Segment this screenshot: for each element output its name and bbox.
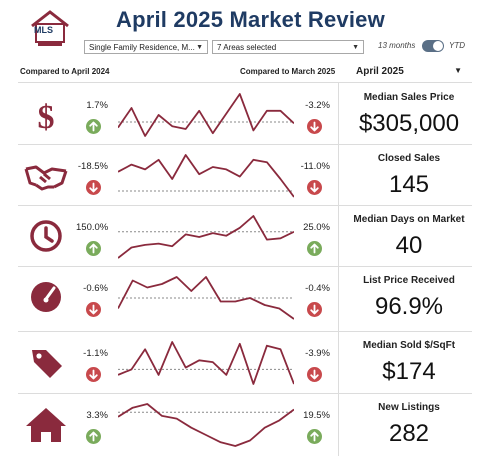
metric-row: 150.0% 25.0% Median Days on Market 40 [0, 206, 488, 268]
mom-heading: Compared to March 2025 [240, 67, 336, 76]
trend-sparkline [117, 398, 295, 452]
yoy-change: 1.7% [86, 100, 108, 111]
page-title: April 2025 Market Review [116, 7, 385, 32]
chevron-down-icon: ▼ [454, 66, 462, 75]
yoy-change: 3.3% [86, 410, 108, 421]
mom-change: -3.2% [305, 100, 330, 111]
column-divider [338, 82, 339, 456]
divider [18, 331, 472, 332]
arrow-up-icon [86, 429, 101, 444]
yoy-heading: Compared to April 2024 [20, 67, 110, 76]
metric-value: 282 [388, 420, 430, 447]
arrow-up-icon [307, 429, 322, 444]
metric-row: -0.6% -0.4% List Price Received 96.9% [0, 267, 488, 329]
divider [18, 205, 472, 206]
metric-value: 40 [395, 232, 423, 259]
mom-change: 19.5% [303, 410, 330, 421]
trend-sparkline [117, 88, 295, 142]
mom-change: -0.4% [305, 283, 330, 294]
arrow-down-icon [86, 180, 101, 195]
ytd-toggle[interactable] [422, 40, 444, 52]
metric-value: 145 [388, 171, 430, 198]
metric-label: Median Days on Market [353, 214, 465, 225]
property-type-dropdown[interactable]: Single Family Residence, M... ▼ [84, 40, 208, 54]
arrow-down-icon [86, 367, 101, 382]
mom-change: -11.0% [300, 161, 330, 172]
yoy-change: -0.6% [83, 283, 108, 294]
house-icon [22, 406, 70, 442]
metric-value: 96.9% [374, 293, 444, 320]
areas-value: 7 Areas selected [217, 43, 277, 52]
svg-text:$: $ [38, 99, 55, 132]
mom-change: -3.9% [305, 348, 330, 359]
arrow-up-icon [86, 119, 101, 134]
arrow-down-icon [86, 302, 101, 317]
arrow-up-icon [307, 241, 322, 256]
chevron-down-icon: ▼ [352, 44, 359, 51]
divider [18, 393, 472, 394]
metric-row: 3.3% 19.5% New Listings 282 [0, 394, 488, 456]
mls-logo [31, 10, 69, 46]
ytd-label: YTD [449, 41, 465, 50]
trend-sparkline [117, 336, 295, 390]
divider [18, 82, 472, 83]
handshake-icon [22, 157, 70, 193]
chevron-down-icon: ▼ [196, 44, 203, 51]
clock-icon [22, 218, 70, 254]
logo-text: MLS [34, 25, 53, 35]
yoy-change: -1.1% [83, 348, 108, 359]
metric-label: Closed Sales [377, 153, 441, 164]
arrow-down-icon [307, 119, 322, 134]
arrow-down-icon [307, 302, 322, 317]
metric-label: Median Sales Price [363, 92, 455, 103]
trend-sparkline [117, 210, 295, 264]
metric-row: -18.5% -11.0% Closed Sales 145 [0, 145, 488, 207]
month-value: April 2025 [356, 66, 404, 77]
months-label: 13 months [378, 41, 416, 50]
metric-row: $1.7% -3.2% Median Sales Price $305,000 [0, 84, 488, 146]
yoy-change: -18.5% [77, 161, 108, 172]
property-type-value: Single Family Residence, M... [89, 43, 195, 52]
metric-row: -1.1% -3.9% Median Sold $/SqFt $174 [0, 332, 488, 394]
metric-label: New Listings [378, 402, 440, 413]
toggle-knob [433, 41, 443, 51]
trend-sparkline [117, 271, 295, 325]
divider [18, 144, 472, 145]
arrow-up-icon [86, 241, 101, 256]
metric-label: Median Sold $/SqFt [362, 340, 456, 351]
arrow-down-icon [307, 180, 322, 195]
metric-label: List Price Received [363, 275, 455, 286]
price-tag-icon [22, 344, 70, 380]
dollar-icon: $ [22, 96, 70, 136]
arrow-down-icon [307, 367, 322, 382]
metric-value: $305,000 [358, 110, 460, 137]
yoy-change: 150.0% [76, 222, 109, 233]
metric-value: $174 [382, 358, 436, 385]
mom-change: 25.0% [303, 222, 330, 233]
divider [18, 266, 472, 267]
gauge-icon [22, 279, 70, 315]
trend-sparkline [117, 149, 295, 203]
areas-dropdown[interactable]: 7 Areas selected ▼ [212, 40, 364, 54]
month-dropdown[interactable]: April 2025 ▼ [356, 66, 464, 80]
